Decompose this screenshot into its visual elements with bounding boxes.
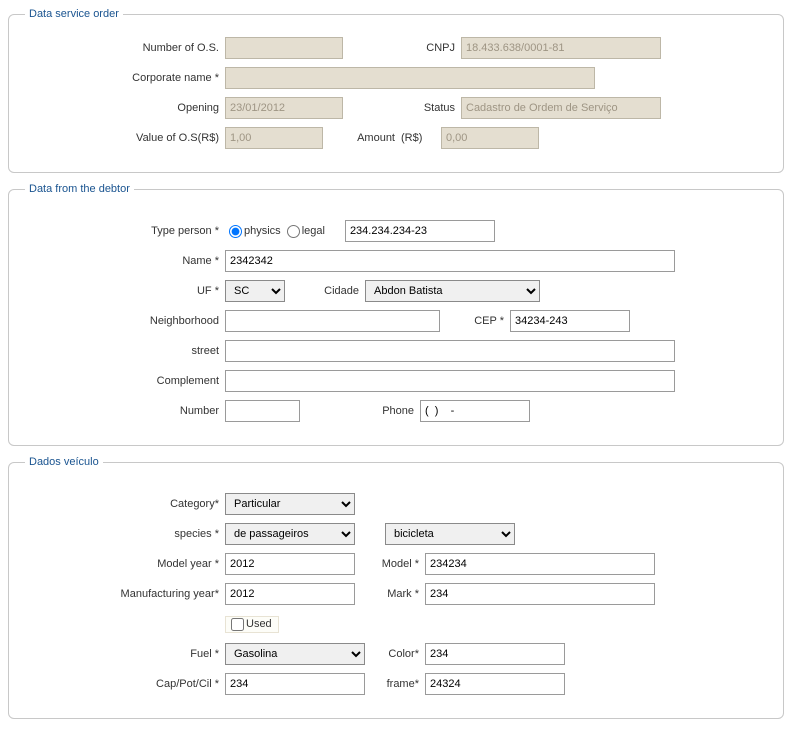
label-species: species — [25, 528, 225, 540]
label-value-os: Value of O.S(R$) — [25, 132, 225, 144]
input-model[interactable] — [425, 553, 655, 575]
input-street[interactable] — [225, 340, 675, 362]
label-mark: Mark — [355, 588, 425, 600]
input-cap[interactable] — [225, 673, 365, 695]
label-category: Category* — [25, 498, 225, 510]
input-color[interactable] — [425, 643, 565, 665]
legend-debtor: Data from the debtor — [25, 183, 134, 195]
input-model-year[interactable] — [225, 553, 355, 575]
label-number-os: Number of O.S. — [25, 42, 225, 54]
input-number[interactable] — [225, 400, 300, 422]
label-cidade: Cidade — [285, 285, 365, 297]
label-frame: frame* — [365, 678, 425, 690]
input-status — [461, 97, 661, 119]
label-cap: Cap/Pot/Cil — [25, 678, 225, 690]
select-category[interactable]: Particular — [225, 493, 355, 515]
fieldset-debtor: Data from the debtor Type person physics… — [8, 183, 784, 446]
checkbox-used[interactable] — [231, 618, 244, 631]
label-neighborhood: Neighborhood — [25, 315, 225, 327]
input-neighborhood[interactable] — [225, 310, 440, 332]
label-fuel: Fuel — [25, 648, 225, 660]
label-model-year: Model year — [25, 558, 225, 570]
input-complement[interactable] — [225, 370, 675, 392]
label-uf: UF — [25, 285, 225, 297]
select-species[interactable]: de passageiros — [225, 523, 355, 545]
label-model: Model — [355, 558, 425, 570]
label-mfg-year: Manufacturing year* — [25, 588, 225, 600]
legend-service-order: Data service order — [25, 8, 123, 20]
select-species2[interactable]: bicicleta — [385, 523, 515, 545]
fieldset-vehicle: Dados veículo Category* Particular speci… — [8, 456, 784, 719]
select-fuel[interactable]: Gasolina — [225, 643, 365, 665]
label-cep: CEP — [440, 315, 510, 327]
label-type-person: Type person — [25, 225, 225, 237]
input-number-os — [225, 37, 343, 59]
label-street: street — [25, 345, 225, 357]
input-name[interactable] — [225, 250, 675, 272]
select-cidade[interactable]: Abdon Batista — [365, 280, 540, 302]
fieldset-service-order: Data service order Number of O.S. CNPJ C… — [8, 8, 784, 173]
input-value-os — [225, 127, 323, 149]
label-name: Name — [25, 255, 225, 267]
label-complement: Complement — [25, 375, 225, 387]
radio-legal-label: legal — [302, 225, 325, 237]
legend-vehicle: Dados veículo — [25, 456, 103, 468]
label-cnpj: CNPJ — [343, 42, 461, 54]
input-frame[interactable] — [425, 673, 565, 695]
label-corporate: Corporate name — [25, 72, 225, 84]
input-cep[interactable] — [510, 310, 630, 332]
input-mark[interactable] — [425, 583, 655, 605]
input-cnpj — [461, 37, 661, 59]
label-used: Used — [246, 618, 272, 630]
used-checkbox-wrap: Used — [225, 616, 279, 633]
label-opening: Opening — [25, 102, 225, 114]
select-uf[interactable]: SC — [225, 280, 285, 302]
label-amount-unit: (R$) — [401, 132, 441, 144]
input-amount — [441, 127, 539, 149]
radio-legal[interactable] — [287, 225, 300, 238]
label-phone: Phone — [300, 405, 420, 417]
input-opening — [225, 97, 343, 119]
input-mfg-year[interactable] — [225, 583, 355, 605]
radio-physics-label: physics — [244, 225, 281, 237]
label-color: Color* — [365, 648, 425, 660]
label-amount: Amount — [323, 132, 401, 144]
radio-physics[interactable] — [229, 225, 242, 238]
input-document[interactable] — [345, 220, 495, 242]
label-status: Status — [343, 102, 461, 114]
label-number: Number — [25, 405, 225, 417]
input-corporate — [225, 67, 595, 89]
input-phone[interactable] — [420, 400, 530, 422]
